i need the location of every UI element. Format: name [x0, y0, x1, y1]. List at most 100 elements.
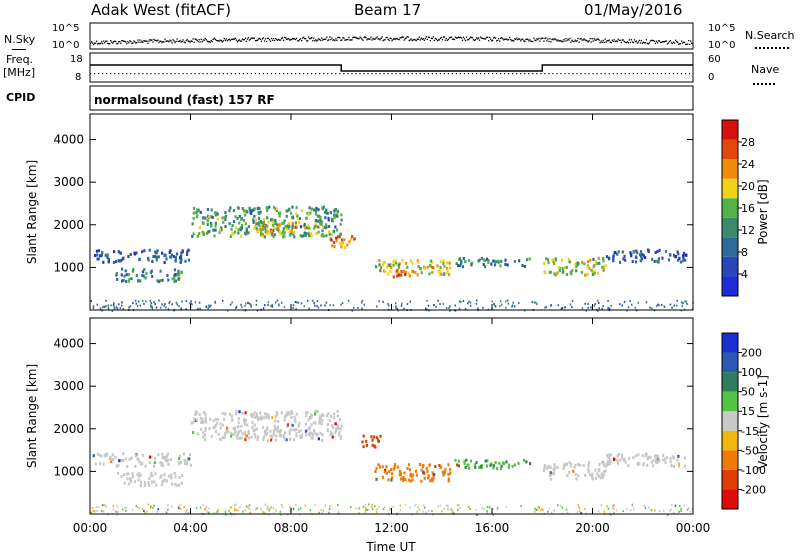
heatmap-cell	[161, 452, 164, 456]
heatmap-cell	[321, 419, 324, 423]
heatmap-cell	[612, 259, 615, 263]
heatmap-cell	[593, 263, 596, 267]
nave-point	[218, 73, 220, 75]
heatmap-cell	[274, 207, 277, 211]
heatmap-cell	[261, 234, 264, 238]
heatmap-cell	[604, 264, 607, 268]
heatmap-cell	[180, 251, 183, 255]
heatmap-cell	[263, 511, 265, 514]
heatmap-cell	[682, 256, 685, 260]
heatmap-cell	[314, 410, 317, 414]
heatmap-cell	[163, 254, 166, 258]
heatmap-cell	[284, 415, 287, 419]
heatmap-cell	[317, 230, 320, 234]
heatmap-cell	[593, 269, 596, 273]
noise-point	[500, 37, 502, 40]
noise-point	[114, 40, 116, 42]
heatmap-cell	[93, 254, 97, 258]
heatmap-cell	[240, 436, 243, 440]
heatmap-cell	[650, 509, 653, 512]
nave-point	[250, 73, 252, 75]
heatmap-cell	[673, 505, 676, 508]
noise-point	[310, 37, 312, 40]
heatmap-cell	[256, 229, 259, 233]
noise-point	[475, 37, 478, 39]
heatmap-cell	[417, 265, 420, 269]
heatmap-cell	[154, 250, 157, 254]
heatmap-cell	[167, 462, 170, 466]
heatmap-cell	[462, 256, 465, 260]
heatmap-cell	[283, 234, 287, 238]
heatmap-cell	[303, 305, 305, 308]
heatmap-cell	[116, 513, 118, 516]
heatmap-cell	[150, 455, 153, 459]
heatmap-cell	[329, 433, 332, 437]
heatmap-cell	[126, 464, 129, 468]
heatmap-cell	[141, 270, 145, 274]
heatmap-cell	[324, 226, 328, 230]
heatmap-cell	[272, 205, 276, 209]
heatmap-cell	[371, 438, 374, 442]
heatmap-cell	[387, 478, 390, 482]
heatmap-cell	[490, 262, 493, 266]
noise-point	[315, 39, 317, 41]
noise-point	[683, 41, 686, 44]
heatmap-cell	[591, 477, 594, 481]
heatmap-cell	[319, 431, 322, 435]
heatmap-cell	[266, 507, 269, 510]
heatmap-cell	[117, 471, 120, 475]
heatmap-cell	[272, 223, 275, 227]
heatmap-cell	[305, 429, 308, 433]
heatmap-cell	[383, 470, 386, 474]
heatmap-cell	[597, 256, 600, 260]
heatmap-cell	[202, 503, 204, 506]
heatmap-cell	[163, 260, 166, 264]
heatmap-cell	[610, 304, 612, 307]
noise-point	[386, 36, 388, 39]
heatmap-cell	[288, 207, 291, 211]
nave-point	[544, 73, 546, 75]
noise-point	[556, 40, 558, 42]
noise-tick-left-bottom: 10^0	[52, 40, 79, 51]
noise-point	[325, 38, 327, 40]
heatmap-cell	[117, 250, 120, 254]
heatmap-cell	[574, 464, 577, 468]
noise-point	[350, 39, 352, 41]
noise-point	[477, 37, 480, 39]
heatmap-cell	[371, 443, 374, 447]
heatmap-cell	[630, 509, 632, 512]
noise-panel: 10^5 10^0 10^5 10^0	[52, 22, 735, 51]
heatmap-cell	[207, 511, 210, 514]
heatmap-cell	[138, 474, 141, 478]
heatmap-cell	[662, 509, 665, 512]
heatmap-cell	[217, 418, 220, 422]
noise-point	[374, 38, 376, 40]
heatmap-cell	[656, 259, 659, 263]
heatmap-cell	[308, 226, 311, 230]
heatmap-cell	[407, 272, 410, 276]
heatmap-cell	[393, 463, 397, 467]
heatmap-cell	[286, 423, 290, 427]
heatmap-cell	[361, 307, 363, 310]
nave-point	[467, 73, 470, 75]
noise-point	[181, 40, 183, 43]
noise-point	[258, 37, 261, 40]
noise-point	[308, 36, 310, 38]
heatmap-cell	[138, 507, 140, 510]
heatmap-cell	[612, 254, 615, 258]
noise-point	[220, 40, 222, 42]
heatmap-cell	[428, 463, 431, 467]
heatmap-cell	[318, 214, 321, 218]
nave-point	[564, 73, 566, 75]
nave-point	[668, 73, 671, 75]
noise-point	[372, 37, 374, 40]
heatmap-cell	[543, 466, 546, 470]
heatmap-cell	[422, 504, 425, 507]
noise-point	[236, 41, 239, 43]
heatmap-cell	[243, 430, 247, 434]
noise-point	[461, 39, 464, 41]
heatmap-cell	[618, 458, 621, 462]
heatmap-cell	[536, 303, 538, 306]
heatmap-cell	[136, 304, 139, 307]
